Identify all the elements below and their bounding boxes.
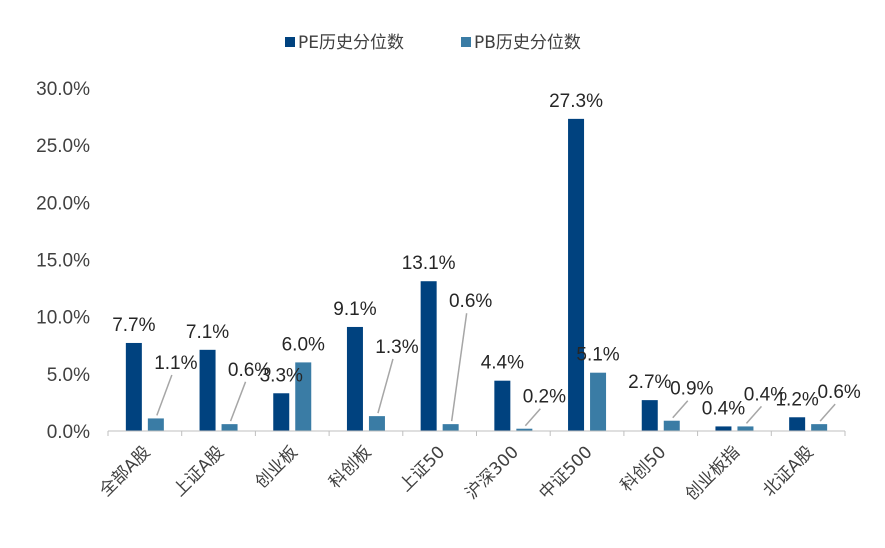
- x-axis: 全部A股 上证A股 创业板 科创板 上证50 沪深300 中证500 科创50 创业板指 北证A股: [96, 430, 846, 505]
- data-labels: 7.7%1.1%7.1%0.6%3.3%6.0%9.1%1.3%13.1%0.6…: [112, 91, 861, 420]
- pe-data-label: 0.4%: [702, 398, 745, 419]
- pb-bar: [221, 424, 238, 431]
- pb-data-label: 1.1%: [154, 353, 197, 374]
- pe-bar: [715, 426, 732, 431]
- pb-data-label: 0.6%: [817, 382, 860, 403]
- y-tick-label: 10.0%: [36, 308, 90, 329]
- pb-data-label: 0.4%: [744, 384, 787, 405]
- legend: PE历史分位数 PB历史分位数: [285, 33, 581, 53]
- pb-data-label: 0.2%: [523, 387, 566, 408]
- y-tick-label: 25.0%: [36, 136, 90, 157]
- category-label: 科创板: [325, 442, 375, 492]
- pb-label-leader: [156, 374, 173, 416]
- pe-data-label: 3.3%: [260, 365, 303, 386]
- pe-bar: [199, 349, 216, 431]
- category-label: 全部A股: [96, 442, 154, 500]
- pe-data-label: 27.3%: [549, 91, 603, 112]
- y-tick-label: 30.0%: [36, 79, 90, 100]
- category-label: 北证A股: [759, 442, 817, 500]
- pe-data-label: 9.1%: [333, 299, 376, 320]
- pe-data-label: 7.1%: [186, 322, 229, 343]
- pb-bar: [663, 420, 680, 431]
- pe-bar: [641, 400, 658, 431]
- pb-label-leader: [819, 403, 836, 422]
- legend-label-pb: PB历史分位数: [474, 33, 581, 53]
- category-label: 科创50: [617, 442, 670, 495]
- pb-label-leader: [672, 400, 689, 419]
- y-tick-label: 20.0%: [36, 193, 90, 214]
- pb-bar: [737, 426, 754, 431]
- pb-data-label: 0.6%: [449, 291, 492, 312]
- pb-bar: [811, 424, 828, 431]
- pb-bar: [590, 372, 607, 431]
- category-label: 上证A股: [170, 442, 228, 500]
- bars: [125, 118, 828, 432]
- pe-data-label: 13.1%: [402, 253, 456, 274]
- pb-label-leader: [229, 381, 247, 422]
- pe-bar: [346, 326, 363, 431]
- pb-label-leader: [745, 405, 763, 424]
- category-label: 上证50: [396, 442, 449, 495]
- label-leader-lines: [156, 313, 836, 427]
- pb-data-label: 6.0%: [282, 334, 325, 355]
- pe-bar: [789, 417, 806, 431]
- y-tick-label: 0.0%: [47, 422, 90, 443]
- category-label: 创业板: [252, 442, 302, 492]
- pb-label-leader: [524, 408, 541, 427]
- pe-bar: [568, 118, 585, 432]
- pb-data-label: 0.9%: [670, 379, 713, 400]
- pe-bar: [420, 281, 437, 431]
- pb-bar: [147, 418, 164, 431]
- pe-bar: [125, 342, 142, 431]
- legend-label-pe: PE历史分位数: [298, 33, 404, 53]
- y-axis: 0.0% 5.0% 10.0% 15.0% 20.0% 25.0% 30.0%: [36, 79, 90, 443]
- pe-bar: [273, 393, 290, 431]
- pb-data-label: 1.3%: [375, 337, 418, 358]
- pb-bar: [368, 416, 385, 431]
- pe-data-label: 1.2%: [775, 389, 818, 410]
- pe-data-label: 7.7%: [112, 315, 155, 336]
- category-label: 中证500: [535, 442, 596, 503]
- y-tick-label: 5.0%: [47, 365, 90, 386]
- category-label: 创业板指: [682, 442, 744, 504]
- pb-label-leader: [377, 358, 394, 414]
- pb-label-leader: [450, 313, 468, 422]
- pb-bar: [516, 428, 533, 431]
- pe-bar: [494, 380, 511, 431]
- pb-data-label: 5.1%: [576, 345, 619, 366]
- category-label: 沪深300: [462, 442, 523, 503]
- pe-data-label: 2.7%: [628, 372, 671, 393]
- legend-swatch-pb: [461, 37, 471, 47]
- pe-data-label: 4.4%: [481, 353, 524, 374]
- y-tick-label: 15.0%: [36, 251, 90, 272]
- legend-swatch-pe: [285, 37, 295, 47]
- pb-bar: [295, 362, 312, 431]
- pb-bar: [442, 424, 459, 431]
- pb-data-label: 0.6%: [228, 360, 271, 381]
